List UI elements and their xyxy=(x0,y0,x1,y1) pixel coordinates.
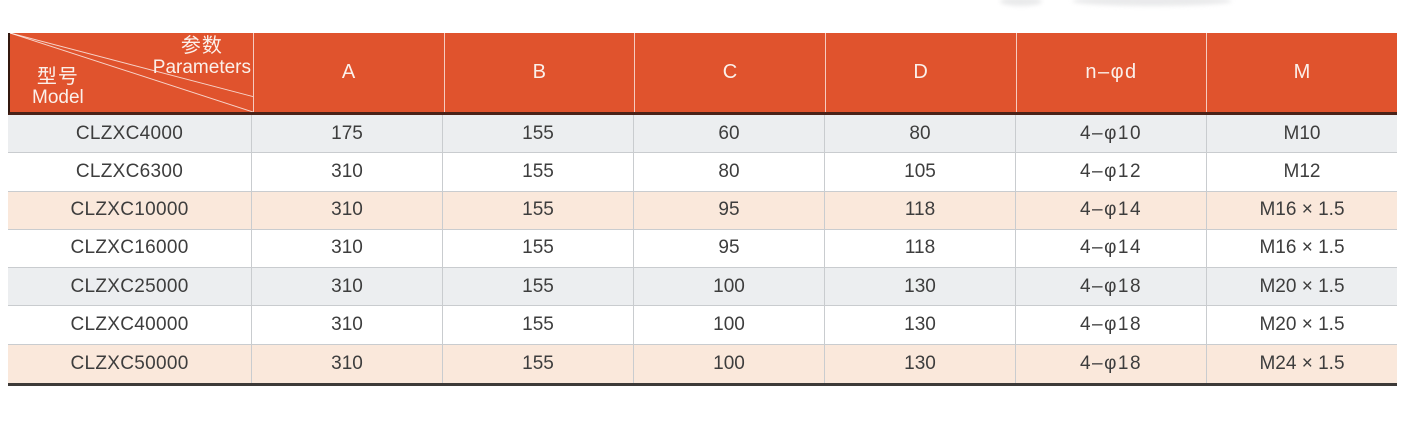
model-label-cn: 型号 xyxy=(36,65,79,88)
cell-a: 310 xyxy=(251,306,442,344)
column-header-a: A xyxy=(253,33,444,112)
cell-b: 155 xyxy=(442,191,633,229)
cell-d: 105 xyxy=(824,153,1015,191)
cell-c: 95 xyxy=(633,191,824,229)
cell-nd: 4–φ14 xyxy=(1015,191,1206,229)
cell-c: 100 xyxy=(633,268,824,306)
corner-label-parameters: 参数 Parameters xyxy=(152,35,251,78)
cell-a: 310 xyxy=(251,153,442,191)
cell-m: M12 xyxy=(1206,153,1397,191)
cropped-edge-artifact xyxy=(1000,0,1042,6)
table-row: CLZXC10000 310 155 95 118 4–φ14 M16 × 1.5 xyxy=(8,191,1397,230)
cell-model: CLZXC40000 xyxy=(70,313,189,335)
table-row: CLZXC4000 175 155 60 80 4–φ10 M10 xyxy=(8,115,1397,154)
column-header-b: B xyxy=(443,33,635,112)
parameters-label-en: Parameters xyxy=(152,56,251,78)
cell-a: 175 xyxy=(251,115,442,153)
table-body: CLZXC4000 175 155 60 80 4–φ10 M10 CLZXC6300 310 1… xyxy=(8,115,1397,386)
cell-m: M16 × 1.5 xyxy=(1206,229,1397,268)
cell-model: CLZXC4000 xyxy=(75,122,184,144)
cell-b: 155 xyxy=(442,344,633,383)
parameters-label-cn: 参数 xyxy=(180,35,223,57)
cell-d: 130 xyxy=(824,344,1015,383)
cell-model: CLZXC6300 xyxy=(75,160,184,182)
table-row: CLZXC6300 310 155 80 105 4–φ12 M12 xyxy=(8,153,1397,192)
model-label-en: Model xyxy=(32,87,84,109)
cell-nd: 4–φ18 xyxy=(1015,306,1206,344)
cell-c: 95 xyxy=(633,229,824,268)
cell-d: 118 xyxy=(824,229,1015,268)
column-header-m: M xyxy=(1206,33,1397,112)
table-row: CLZXC50000 310 155 100 130 4–φ18 M24 × 1.5 xyxy=(8,344,1397,383)
cell-a: 310 xyxy=(251,229,442,268)
cell-a: 310 xyxy=(251,268,442,306)
cell-b: 155 xyxy=(442,268,633,306)
cell-b: 155 xyxy=(442,153,633,191)
cell-c: 100 xyxy=(633,344,824,383)
corner-label-model: 型号 Model xyxy=(32,65,84,109)
cell-d: 80 xyxy=(824,115,1015,153)
cell-model: CLZXC50000 xyxy=(70,352,189,374)
cell-a: 310 xyxy=(251,191,442,229)
cell-m: M16 × 1.5 xyxy=(1206,191,1397,229)
cell-nd: 4–φ10 xyxy=(1015,115,1206,153)
cell-c: 80 xyxy=(633,153,824,191)
cell-m: M20 × 1.5 xyxy=(1206,306,1397,344)
cell-model: CLZXC25000 xyxy=(70,275,189,297)
cell-d: 130 xyxy=(824,268,1015,306)
cell-m: M20 × 1.5 xyxy=(1206,268,1397,306)
cell-b: 155 xyxy=(442,306,633,344)
table-row: CLZXC25000 310 155 100 130 4–φ18 M20 × 1.5 xyxy=(8,268,1397,307)
diagonal-divider-line xyxy=(10,33,253,112)
cell-nd: 4–φ12 xyxy=(1015,153,1206,191)
cell-m: M24 × 1.5 xyxy=(1206,344,1397,383)
table-row: CLZXC40000 310 155 100 130 4–φ18 M20 × 1.5 xyxy=(8,306,1397,345)
table-row: CLZXC16000 310 155 95 118 4–φ14 M16 × 1.5 xyxy=(8,229,1397,269)
cell-b: 155 xyxy=(442,115,633,153)
column-header-d: D xyxy=(825,33,1016,112)
corner-header-cell: 参数 Parameters 型号 Model xyxy=(10,33,253,112)
cell-d: 130 xyxy=(824,306,1015,344)
column-header-n-d: n–φd xyxy=(1015,33,1207,112)
cell-c: 60 xyxy=(633,115,824,153)
cropped-edge-artifact xyxy=(1072,0,1232,6)
cell-nd: 4–φ14 xyxy=(1015,229,1206,268)
column-header-c: C xyxy=(634,33,825,112)
cell-nd: 4–φ18 xyxy=(1015,268,1206,306)
cell-a: 310 xyxy=(251,344,442,383)
cell-nd: 4–φ18 xyxy=(1015,344,1206,383)
cell-model: CLZXC16000 xyxy=(70,237,189,259)
cell-d: 118 xyxy=(824,191,1015,229)
cell-m: M10 xyxy=(1206,115,1397,153)
cell-b: 155 xyxy=(442,229,633,268)
cell-c: 100 xyxy=(633,306,824,344)
cell-model: CLZXC10000 xyxy=(70,199,189,221)
